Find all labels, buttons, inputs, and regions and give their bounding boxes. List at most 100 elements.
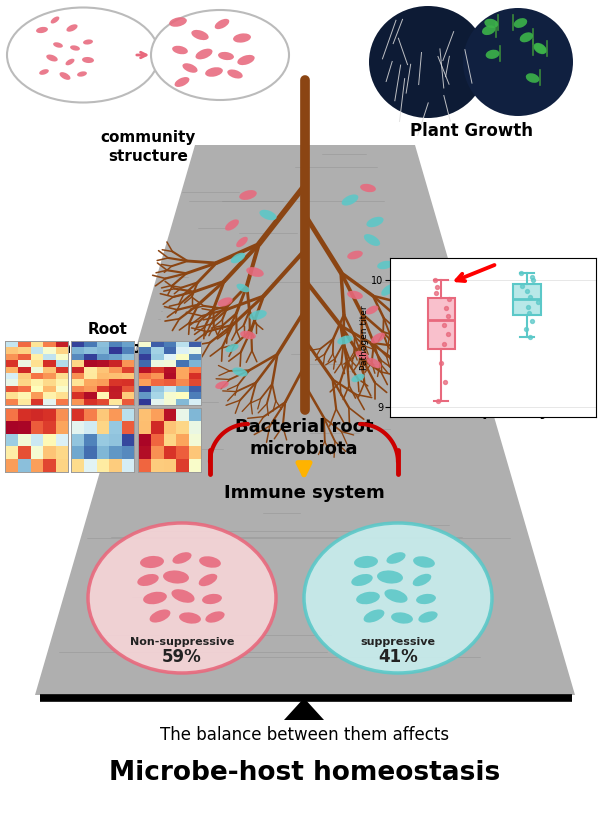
Point: [443, 327, 453, 340]
Ellipse shape: [413, 573, 431, 587]
Ellipse shape: [381, 284, 395, 296]
Point: [527, 270, 537, 283]
Ellipse shape: [386, 552, 406, 564]
Ellipse shape: [413, 556, 435, 568]
Point: [439, 337, 449, 350]
Ellipse shape: [238, 55, 255, 65]
Point: [440, 375, 450, 389]
Ellipse shape: [225, 344, 239, 353]
Ellipse shape: [138, 574, 159, 586]
Ellipse shape: [367, 217, 384, 227]
Ellipse shape: [259, 209, 276, 220]
Text: 41%: 41%: [378, 648, 418, 666]
Ellipse shape: [205, 67, 223, 77]
Point: [517, 279, 527, 292]
Ellipse shape: [364, 234, 380, 246]
Polygon shape: [284, 698, 324, 720]
Ellipse shape: [463, 8, 573, 116]
Ellipse shape: [377, 570, 403, 583]
Text: Immune system: Immune system: [223, 484, 384, 502]
Ellipse shape: [77, 71, 87, 77]
Ellipse shape: [199, 556, 221, 568]
Ellipse shape: [239, 190, 257, 200]
Ellipse shape: [486, 50, 500, 59]
PathPatch shape: [513, 284, 541, 315]
Ellipse shape: [218, 52, 234, 60]
Ellipse shape: [233, 34, 251, 43]
Ellipse shape: [195, 48, 212, 60]
Ellipse shape: [225, 219, 239, 231]
Ellipse shape: [232, 367, 247, 376]
Ellipse shape: [351, 574, 373, 586]
Ellipse shape: [150, 609, 171, 622]
Ellipse shape: [53, 43, 63, 47]
Point: [444, 293, 454, 306]
Ellipse shape: [174, 77, 190, 87]
Point: [521, 322, 530, 335]
Ellipse shape: [172, 46, 188, 54]
Point: [430, 274, 440, 287]
Text: Root
transcriptome: Root transcriptome: [47, 322, 169, 356]
Ellipse shape: [215, 19, 229, 29]
Text: Bacterial root
microbiota: Bacterial root microbiota: [235, 418, 373, 458]
Ellipse shape: [391, 613, 413, 623]
Ellipse shape: [7, 7, 159, 102]
Ellipse shape: [351, 374, 365, 382]
Ellipse shape: [39, 70, 49, 74]
Ellipse shape: [173, 552, 192, 564]
Ellipse shape: [227, 70, 243, 79]
Ellipse shape: [88, 523, 276, 673]
Ellipse shape: [60, 72, 71, 80]
Ellipse shape: [526, 74, 539, 83]
Ellipse shape: [140, 556, 164, 568]
Point: [433, 394, 443, 407]
Ellipse shape: [151, 10, 289, 100]
Ellipse shape: [236, 236, 248, 247]
Point: [443, 309, 453, 322]
Ellipse shape: [341, 195, 359, 205]
Polygon shape: [35, 145, 575, 695]
Text: The balance between them affects: The balance between them affects: [160, 726, 449, 744]
Ellipse shape: [418, 611, 438, 622]
Ellipse shape: [354, 556, 378, 568]
Text: Non-suppressive: Non-suppressive: [130, 637, 234, 647]
Ellipse shape: [192, 30, 209, 40]
Point: [441, 302, 451, 315]
Ellipse shape: [369, 6, 487, 118]
Ellipse shape: [36, 27, 48, 34]
Ellipse shape: [365, 305, 378, 314]
Text: community
structure: community structure: [100, 130, 196, 164]
Ellipse shape: [534, 43, 546, 54]
Ellipse shape: [83, 39, 93, 44]
Ellipse shape: [51, 16, 60, 24]
PathPatch shape: [427, 298, 455, 348]
Ellipse shape: [246, 267, 264, 277]
Ellipse shape: [171, 589, 195, 603]
Ellipse shape: [240, 330, 256, 339]
Ellipse shape: [66, 25, 77, 32]
Ellipse shape: [205, 611, 225, 622]
Point: [522, 284, 532, 297]
Point: [439, 318, 449, 331]
Point: [523, 300, 532, 313]
Ellipse shape: [169, 17, 187, 27]
Ellipse shape: [66, 59, 74, 65]
Point: [528, 274, 538, 287]
Point: [533, 295, 543, 308]
Ellipse shape: [163, 570, 189, 583]
Ellipse shape: [347, 250, 363, 259]
Ellipse shape: [356, 591, 380, 605]
Ellipse shape: [371, 333, 385, 344]
Ellipse shape: [304, 523, 492, 673]
Ellipse shape: [367, 357, 381, 368]
Y-axis label: Pathogen titer: Pathogen titer: [360, 305, 368, 370]
Ellipse shape: [484, 19, 498, 28]
Point: [431, 286, 441, 299]
Ellipse shape: [182, 63, 198, 73]
Ellipse shape: [416, 594, 436, 605]
Ellipse shape: [356, 351, 368, 359]
Ellipse shape: [377, 261, 393, 269]
Text: Microbe-host homeostasis: Microbe-host homeostasis: [109, 760, 500, 786]
Point: [516, 267, 526, 280]
Ellipse shape: [360, 184, 376, 192]
